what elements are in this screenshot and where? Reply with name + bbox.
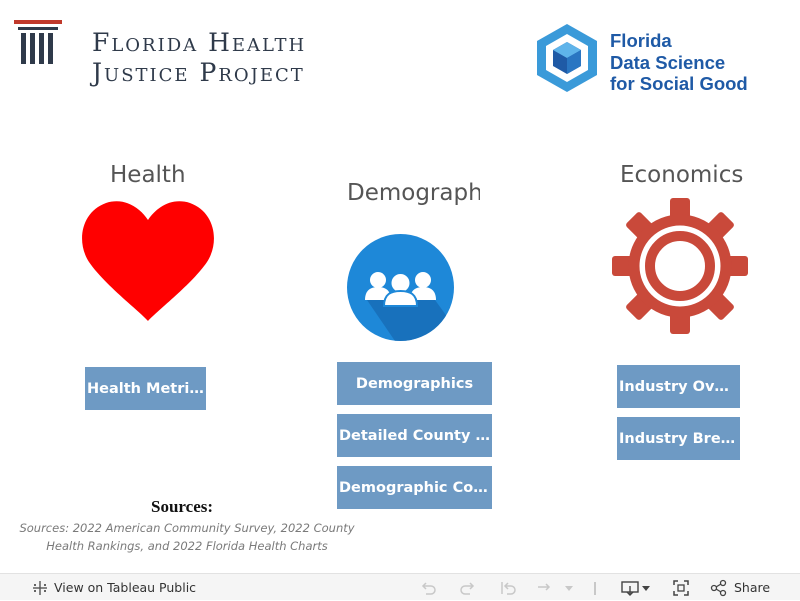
- industry-overview-label: Industry Overview: [619, 378, 738, 395]
- industry-breakdown-button[interactable]: Industry Breakdown: [617, 417, 740, 460]
- industry-overview-button[interactable]: Industry Overview: [617, 365, 740, 408]
- fdsg-line1: Florida: [610, 30, 672, 51]
- share-icon: [710, 579, 727, 596]
- redo-icon[interactable]: [458, 578, 478, 598]
- pillars-icon: [14, 20, 62, 64]
- demographics-label: Demographics: [355, 375, 474, 392]
- toolbar-divider: [594, 582, 596, 595]
- fdsg-logo: Florida Data Science for Social Good: [535, 22, 785, 97]
- share-button[interactable]: Share: [710, 574, 770, 601]
- economics-title: Economics: [620, 162, 744, 188]
- detailed-county-metrics-button[interactable]: Detailed County Metrics: [337, 414, 492, 457]
- demographic-correlations-button[interactable]: Demographic Correlations: [337, 466, 492, 509]
- heart-icon: [82, 201, 214, 321]
- fhjp-line2: Justice Project: [92, 58, 305, 87]
- sources-heading: Sources:: [151, 497, 214, 516]
- view-on-tableau-public-link[interactable]: View on Tableau Public: [32, 574, 196, 601]
- fdsg-wordmark: Florida Data Science for Social Good: [610, 30, 748, 95]
- fhjp-line1: Florida Health: [92, 28, 307, 57]
- health-title: Health: [110, 162, 186, 188]
- demographic-correlations-label: Demographic Correlations: [339, 479, 490, 496]
- revert-icon[interactable]: [498, 578, 518, 598]
- demographics-button[interactable]: Demographics: [337, 362, 492, 405]
- health-metrics-button[interactable]: Health Metrics: [85, 367, 206, 410]
- demographics-title: Demographics: [347, 180, 480, 206]
- health-metrics-label: Health Metrics: [87, 380, 204, 397]
- download-dropdown-icon[interactable]: [640, 578, 652, 598]
- fhjp-logo: Florida Health Justice Project: [14, 18, 307, 87]
- hexagon-cube-icon: [537, 24, 597, 92]
- fullscreen-icon[interactable]: [671, 578, 691, 598]
- tableau-toolbar: View on Tableau Public: [0, 573, 800, 600]
- view-on-tableau-public-label: View on Tableau Public: [54, 580, 197, 595]
- sources-text: Sources: 2022 American Community Survey,…: [19, 521, 355, 553]
- download-icon[interactable]: [620, 578, 640, 598]
- refresh-icon[interactable]: [535, 578, 555, 598]
- undo-icon[interactable]: [418, 578, 438, 598]
- tableau-logo-icon: [33, 580, 47, 595]
- fdsg-line2: Data Science: [610, 51, 726, 73]
- share-label: Share: [734, 580, 771, 595]
- gear-icon: [612, 198, 748, 334]
- refresh-dropdown-icon[interactable]: [563, 578, 575, 598]
- fdsg-line3: for Social Good: [610, 73, 748, 94]
- industry-breakdown-label: Industry Breakdown: [619, 430, 738, 447]
- detailed-county-metrics-label: Detailed County Metrics: [339, 427, 490, 444]
- people-group-icon: [347, 234, 454, 341]
